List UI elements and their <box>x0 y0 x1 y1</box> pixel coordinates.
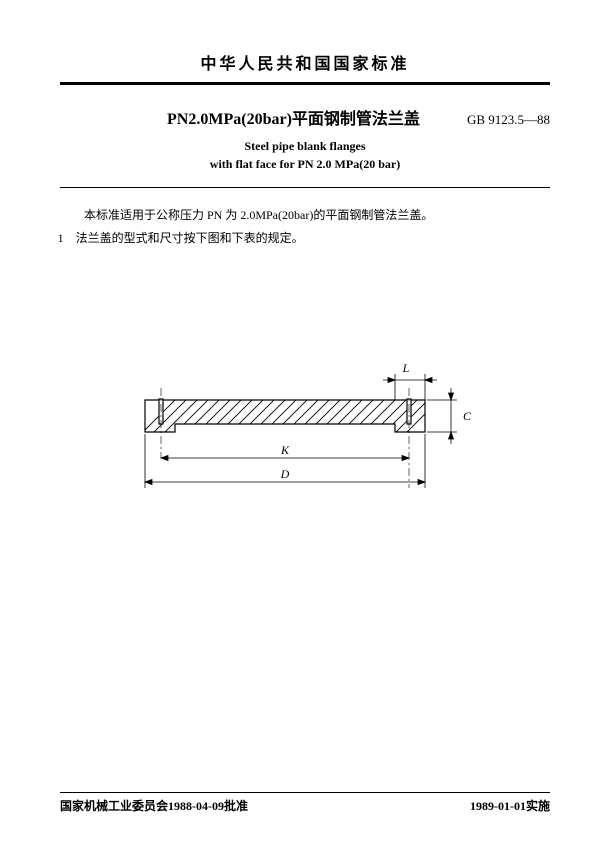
rule-title-bottom <box>60 187 550 188</box>
title-row: PN2.0MPa(20bar)平面钢制管法兰盖 GB 9123.5—88 <box>60 105 550 129</box>
standard-code: GB 9123.5—88 <box>467 112 550 128</box>
flange-svg: L C K <box>95 340 515 510</box>
paragraph-scope: 本标准适用于公称压力 PN 为 2.0MPa(20bar)的平面钢制管法兰盖。 <box>60 204 550 227</box>
page: 中华人民共和国国家标准 PN2.0MPa(20bar)平面钢制管法兰盖 GB 9… <box>0 0 600 840</box>
footer-approving: 国家机械工业委员会1988-04-09批准 <box>60 797 248 814</box>
body-text: 本标准适用于公称压力 PN 为 2.0MPa(20bar)的平面钢制管法兰盖。 … <box>60 204 550 250</box>
label-K: K <box>280 443 290 457</box>
title-en: Steel pipe blank flanges with flat face … <box>60 137 550 173</box>
label-L: L <box>402 361 410 375</box>
rule-top <box>60 82 550 85</box>
label-C: C <box>463 409 472 423</box>
flange-diagram: L C K <box>60 340 550 515</box>
title-cn: PN2.0MPa(20bar)平面钢制管法兰盖 <box>120 105 467 129</box>
footer: 国家机械工业委员会1988-04-09批准 1989-01-01实施 <box>60 792 550 814</box>
title-en-line2: with flat face for PN 2.0 MPa(20 bar) <box>210 157 400 171</box>
issuer: 中华人民共和国国家标准 <box>60 50 550 74</box>
title-en-line1: Steel pipe blank flanges <box>244 139 365 153</box>
paragraph-clause-1: 1 法兰盖的型式和尺寸按下图和下表的规定。 <box>58 227 550 250</box>
footer-effective: 1989-01-01实施 <box>470 797 550 814</box>
label-D: D <box>280 467 290 481</box>
